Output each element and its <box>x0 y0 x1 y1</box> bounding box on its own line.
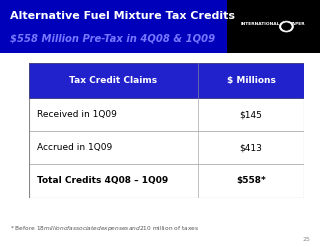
Text: $ Millions: $ Millions <box>227 76 276 85</box>
Text: Received in 1Q09: Received in 1Q09 <box>37 110 117 119</box>
Text: Total Credits 4Q08 – 1Q09: Total Credits 4Q08 – 1Q09 <box>37 177 168 185</box>
Text: Accrued in 1Q09: Accrued in 1Q09 <box>37 143 112 152</box>
Text: INTERNATIONAL: INTERNATIONAL <box>241 21 281 26</box>
Text: $558*: $558* <box>236 177 266 185</box>
Bar <box>29 63 304 98</box>
Text: $413: $413 <box>240 143 262 152</box>
Text: Tax Credit Claims: Tax Credit Claims <box>69 76 157 85</box>
Bar <box>29 165 304 198</box>
Text: 25: 25 <box>302 237 310 242</box>
Text: PAPER: PAPER <box>290 21 305 26</box>
Bar <box>29 131 304 165</box>
Text: * Before $18 million of associated expenses and $210 million of taxes: * Before $18 million of associated expen… <box>10 224 198 233</box>
Bar <box>29 98 304 131</box>
Text: $558 Million Pre-Tax in 4Q08 & 1Q09: $558 Million Pre-Tax in 4Q08 & 1Q09 <box>10 33 215 43</box>
Text: $145: $145 <box>240 110 262 119</box>
Text: Alternative Fuel Mixture Tax Credits: Alternative Fuel Mixture Tax Credits <box>10 11 235 21</box>
